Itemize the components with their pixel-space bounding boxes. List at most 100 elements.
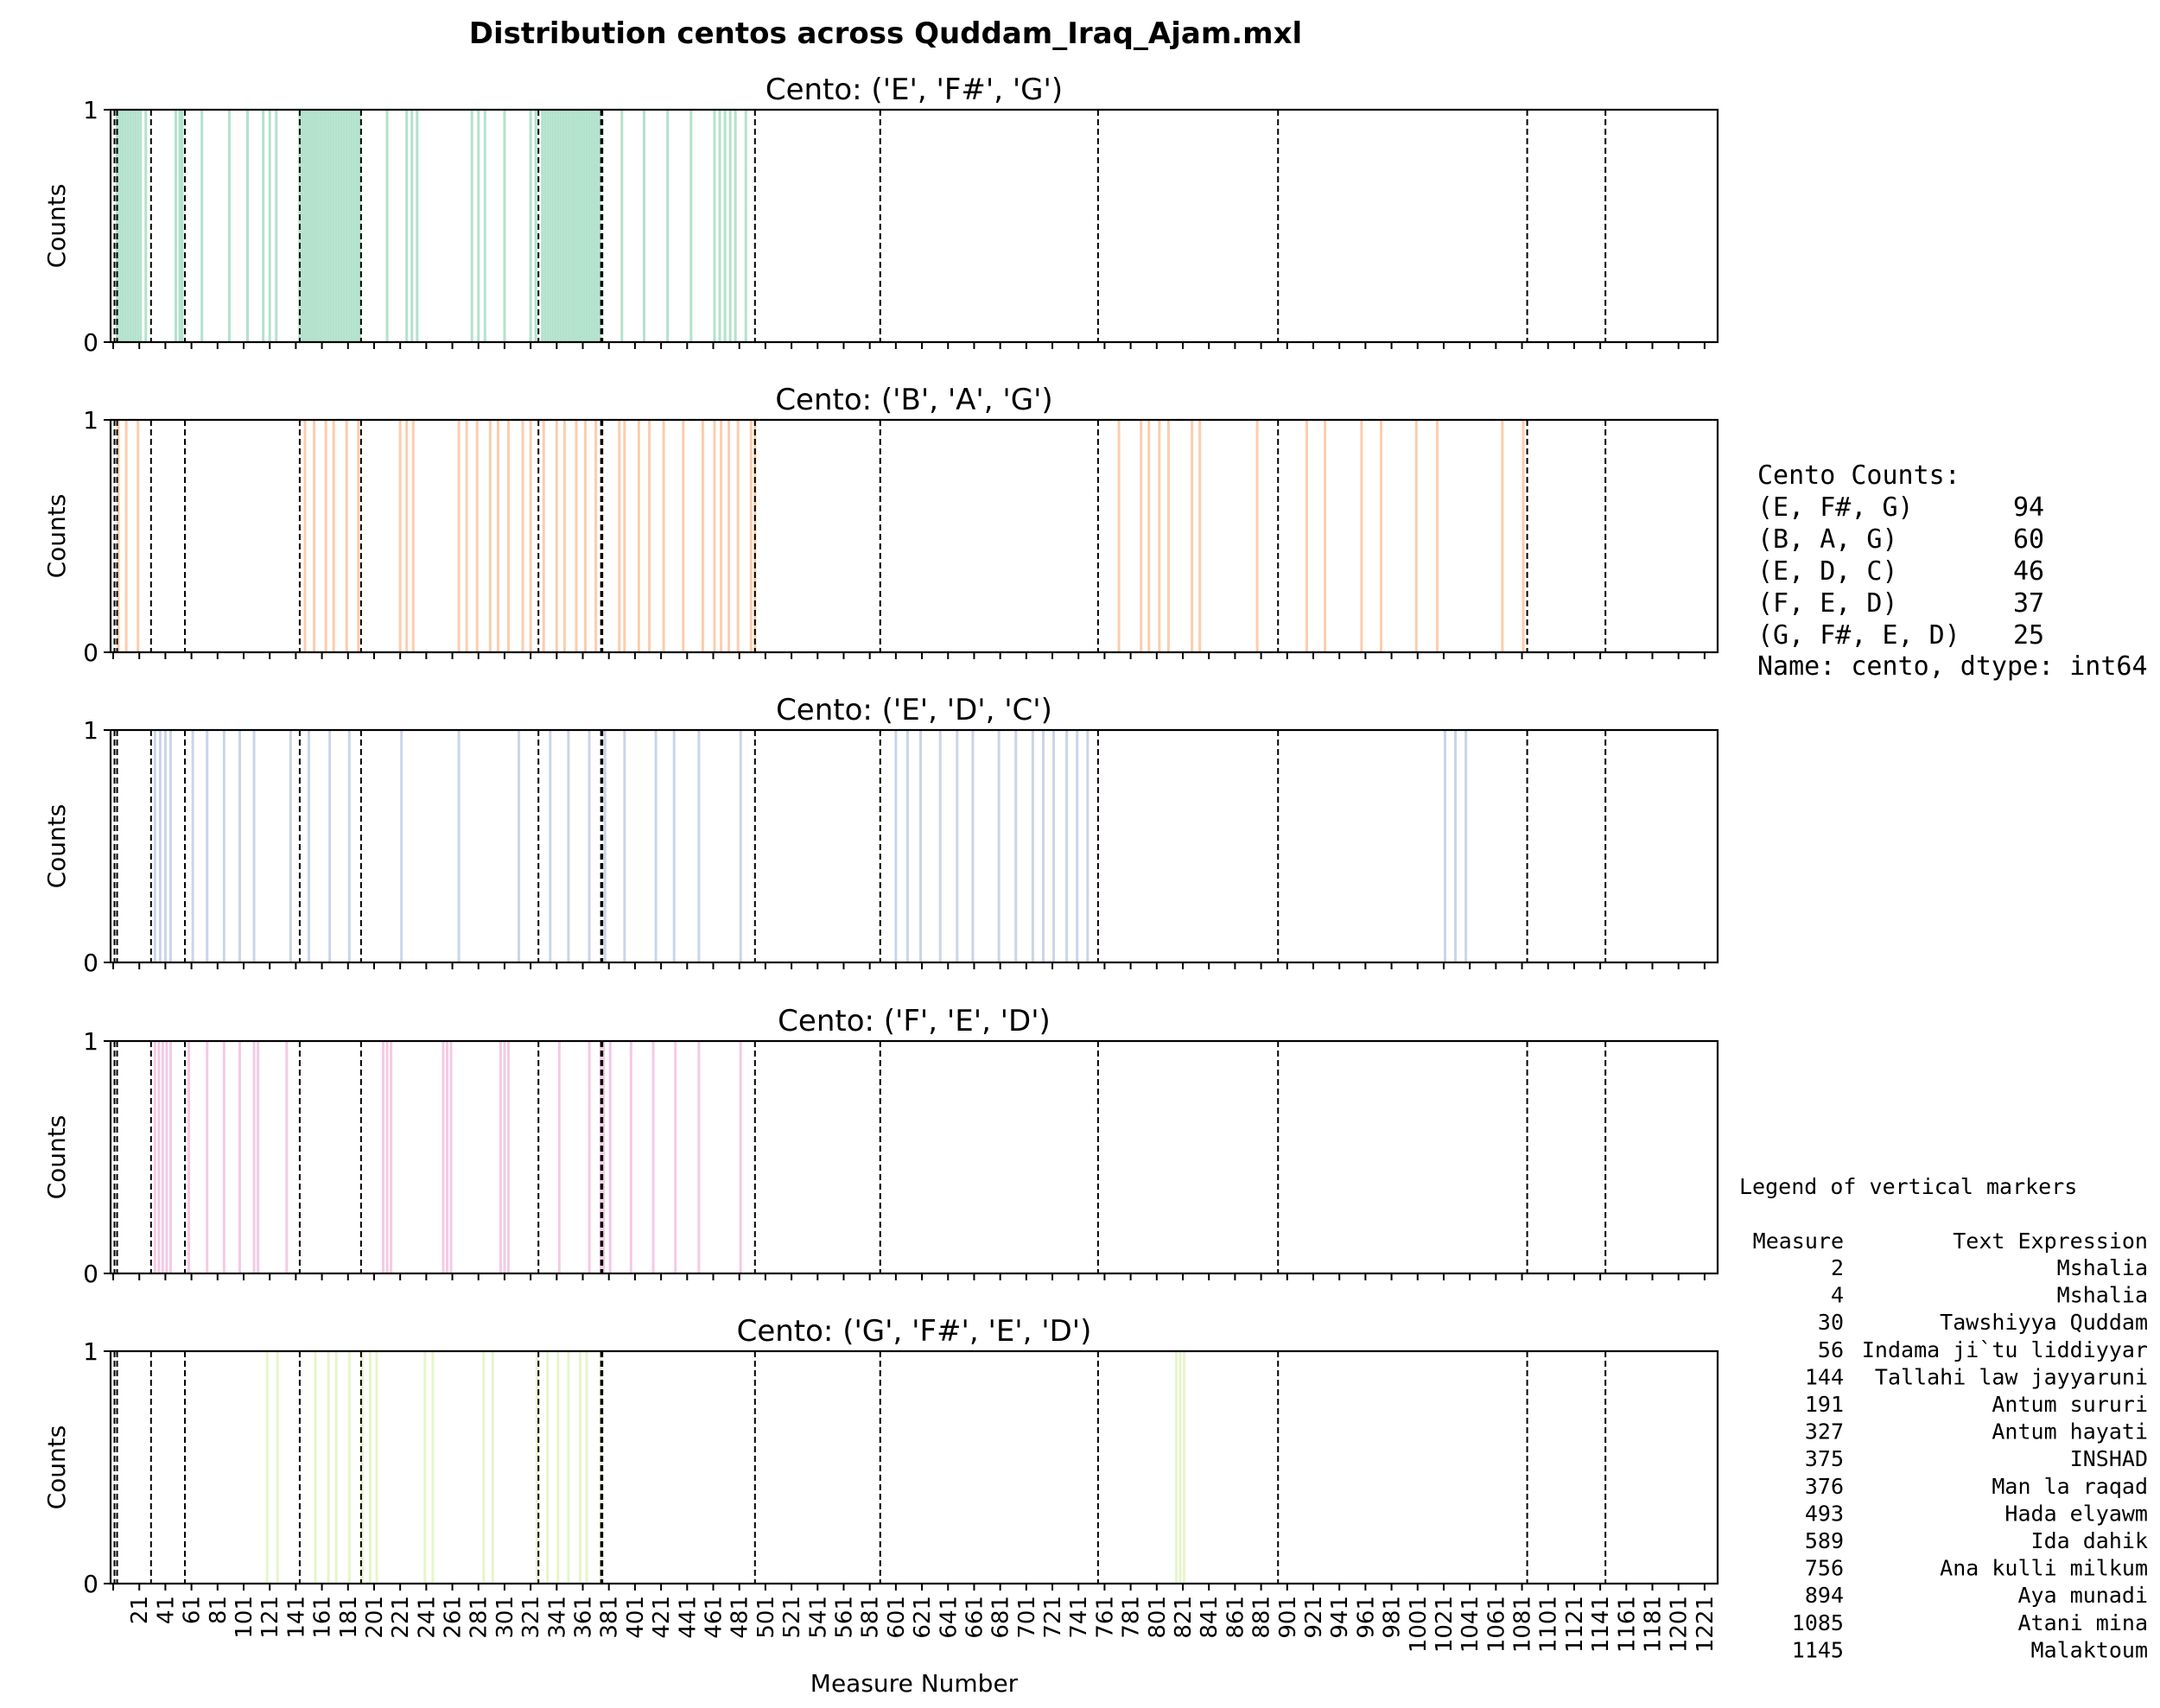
y-tick-label: 1 — [83, 406, 98, 435]
x-tick-label: 1041 — [1458, 1596, 1483, 1653]
marker-legend-measure: 376 — [1805, 1474, 1844, 1499]
x-tick-label: 621 — [910, 1596, 936, 1639]
x-tick-label: 101 — [232, 1596, 257, 1639]
panel-title: Cento: ('E', 'F#', 'G') — [766, 73, 1063, 107]
x-tick-label: 1141 — [1588, 1596, 1614, 1653]
x-tick-label: 341 — [544, 1596, 570, 1639]
marker-legend-measure: 327 — [1805, 1419, 1844, 1444]
y-axis-label: Counts — [42, 1425, 71, 1510]
x-tick-label: 21 — [127, 1596, 153, 1624]
marker-legend-text: INSHAD — [2070, 1446, 2148, 1471]
cento-counts-box: Cento Counts: (E, F#, G) 94(B, A, G) 60(E,… — [1757, 460, 2148, 682]
x-tick-label: 921 — [1301, 1596, 1327, 1639]
marker-legend-text: Man la raqad — [1992, 1474, 2148, 1499]
marker-legend-text: Ana kulli milkum — [1940, 1556, 2148, 1581]
marker-legend-text: Tallahi law jayyaruni — [1875, 1364, 2148, 1389]
cento-counts-rows: (E, F#, G) 94 (B, A, G) 60 (E, D, C) 46 (F, E,… — [1757, 492, 2044, 651]
x-tick-label: 1061 — [1483, 1596, 1509, 1653]
x-tick-label: 281 — [467, 1596, 492, 1639]
cento-count-label: (B, A, G) — [1757, 524, 1898, 555]
x-tick-label: 221 — [388, 1596, 414, 1639]
panel-5: Cento: ('G', 'F#', 'E', 'D') 0 1 Counts 21 41… — [42, 1314, 1719, 1653]
marker-legend-measure: 375 — [1805, 1446, 1844, 1471]
x-tick-label: 701 — [1014, 1596, 1040, 1639]
panel-4: Cento: ('F', 'E', 'D') 0 1 Counts — [42, 1004, 1719, 1288]
x-tick-label: 361 — [571, 1596, 597, 1639]
marker-legend-text: Aya munadi — [2017, 1583, 2148, 1608]
x-tick-label: 981 — [1380, 1596, 1406, 1639]
marker-legend-measure: 2 — [1831, 1255, 1844, 1280]
x-tick-label: 961 — [1353, 1596, 1379, 1639]
x-tick-label: 841 — [1197, 1596, 1223, 1639]
x-tick-label: 441 — [675, 1596, 701, 1639]
x-axis-label: Measure Number — [810, 1669, 1019, 1698]
cento-count-value: 60 — [2013, 524, 2044, 555]
x-tick-label: 1221 — [1693, 1596, 1718, 1653]
panel-title: Cento: ('B', 'A', 'G') — [775, 383, 1052, 417]
y-tick-label: 0 — [83, 328, 98, 357]
x-tick-label: 1181 — [1641, 1596, 1667, 1653]
x-tick-label: 1081 — [1510, 1596, 1536, 1653]
x-tick-label: 461 — [702, 1596, 727, 1639]
x-tick-label: 61 — [180, 1596, 206, 1624]
y-tick-label: 1 — [83, 96, 98, 124]
x-tick-label: 581 — [858, 1596, 884, 1639]
x-tick-label: 941 — [1327, 1596, 1353, 1639]
marker-legend-measure: 756 — [1805, 1556, 1844, 1581]
marker-legend-text: Ida dahik — [2031, 1528, 2148, 1553]
x-tick-label: 1201 — [1667, 1596, 1693, 1653]
cento-counts-footer: Name: cento, dtype: int64 — [1757, 651, 2148, 682]
x-tick-label: 821 — [1171, 1596, 1197, 1639]
marker-legend-measure: 1085 — [1792, 1610, 1844, 1635]
panel-title: Cento: ('F', 'E', 'D') — [778, 1004, 1051, 1038]
x-tick-label: 601 — [884, 1596, 910, 1639]
y-tick-label: 0 — [83, 949, 98, 977]
x-tick-label: 781 — [1119, 1596, 1145, 1639]
x-tick-label: 381 — [597, 1596, 623, 1639]
panel-frame — [109, 1039, 1719, 1275]
cento-count-value: 94 — [2013, 492, 2044, 523]
x-tick-label: 121 — [257, 1596, 283, 1639]
x-tick-label: 721 — [1040, 1596, 1066, 1639]
marker-legend-measure: 493 — [1805, 1501, 1844, 1526]
x-tick-label: 141 — [283, 1596, 309, 1639]
marker-legend-measure: 144 — [1805, 1364, 1844, 1389]
x-tick-label: 181 — [336, 1596, 362, 1639]
marker-legend-text: Antum hayati — [1992, 1419, 2148, 1444]
x-tick-label: 761 — [1092, 1596, 1118, 1639]
panel-frame — [109, 108, 1719, 344]
cento-count-label: (G, F#, E, D) — [1757, 620, 1960, 651]
y-axis-label: Counts — [42, 1115, 71, 1200]
x-tick-label: 1101 — [1536, 1596, 1562, 1653]
marker-legend-text: Atani mina — [2017, 1610, 2148, 1635]
x-tick-label: 521 — [779, 1596, 805, 1639]
x-tick-label: 861 — [1223, 1596, 1248, 1639]
panel-frame — [109, 728, 1719, 964]
x-tick-label: 881 — [1249, 1596, 1275, 1639]
y-axis-label: Counts — [42, 804, 71, 889]
x-tick-label: 81 — [206, 1596, 232, 1624]
cento-count-value: 46 — [2013, 556, 2044, 587]
panel-title: Cento: ('G', 'F#', 'E', 'D') — [737, 1314, 1092, 1349]
panel-frame — [109, 1349, 1719, 1585]
marker-legend-text: Antum sururi — [1992, 1392, 2148, 1417]
x-tick-label: 41 — [153, 1596, 179, 1624]
x-tick-label: 801 — [1145, 1596, 1171, 1639]
marker-legend-text: Mshalia — [2057, 1255, 2148, 1280]
cento-count-value: 25 — [2013, 620, 2044, 651]
y-axis-label: Counts — [42, 184, 71, 269]
marker-legend-text: Indama ji`tu liddiyyar — [1862, 1337, 2148, 1362]
panel-3: Cento: ('E', 'D', 'C') 0 1 Counts — [42, 693, 1719, 977]
x-tick-label: 561 — [831, 1596, 857, 1639]
y-tick-label: 1 — [83, 1027, 98, 1056]
x-tick-label: 541 — [805, 1596, 831, 1639]
chart-title: Distribution centos across Quddam_Iraq_A… — [469, 16, 1302, 51]
x-tick-label: 201 — [362, 1596, 388, 1639]
marker-legend-measure-header: Measure — [1753, 1229, 1844, 1254]
cento-count-value: 37 — [2013, 588, 2044, 619]
marker-legend-measure: 56 — [1818, 1337, 1844, 1362]
marker-legend-measure: 589 — [1805, 1528, 1844, 1553]
